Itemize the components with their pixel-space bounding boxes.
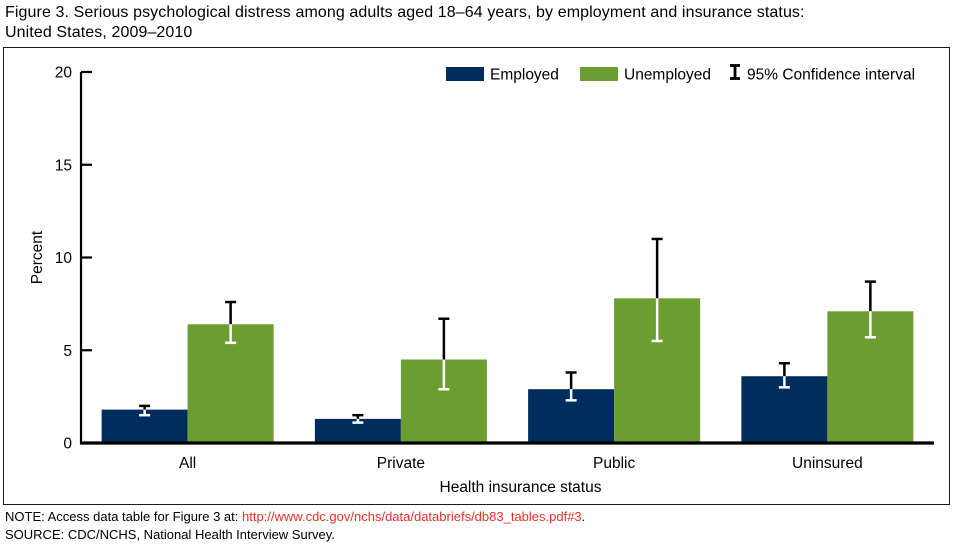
figure-title-line2: United States, 2009–2010 [5, 24, 193, 41]
x-category-label-all: All [179, 455, 196, 472]
legend-label-unemployed: Unemployed [624, 67, 711, 84]
note-suffix: . [581, 509, 586, 524]
legend-label-employed: Employed [490, 67, 559, 84]
figure-title-line1: Figure 3. Serious psychological distress… [5, 4, 805, 21]
y-tick-label-15: 15 [55, 157, 72, 174]
y-tick-label-5: 5 [63, 343, 72, 360]
legend-swatch-employed [446, 67, 484, 81]
x-category-label-private: Private [377, 455, 425, 472]
x-axis-title: Health insurance status [440, 479, 602, 496]
legend-ci-label: 95% Confidence interval [747, 67, 915, 84]
x-category-label-uninsured: Uninsured [792, 455, 863, 472]
note-link[interactable]: http://www.cdc.gov/nchs/data/databriefs/… [242, 509, 582, 524]
figure-notes: NOTE: Access data table for Figure 3 at:… [5, 508, 585, 543]
y-tick-label-10: 10 [55, 250, 73, 267]
chart-canvas: 0 5 10 15 20 Percent Health insurance status Al… [29, 64, 934, 496]
figure-title: Figure 3. Serious psychological distress… [5, 3, 805, 43]
y-tick-label-20: 20 [55, 65, 73, 82]
legend-swatch-unemployed [580, 67, 618, 81]
y-axis-title: Percent [29, 230, 46, 284]
note-prefix: NOTE: Access data table for Figure 3 at: [5, 509, 242, 524]
y-tick-label-0: 0 [63, 436, 72, 453]
source-line: SOURCE: CDC/NCHS, National Health Interv… [5, 526, 335, 542]
x-category-label-public: Public [593, 455, 635, 472]
note-line: NOTE: Access data table for Figure 3 at:… [5, 508, 585, 526]
chart-frame: 0 5 10 15 20 Percent Health insurance status Al… [3, 47, 950, 505]
